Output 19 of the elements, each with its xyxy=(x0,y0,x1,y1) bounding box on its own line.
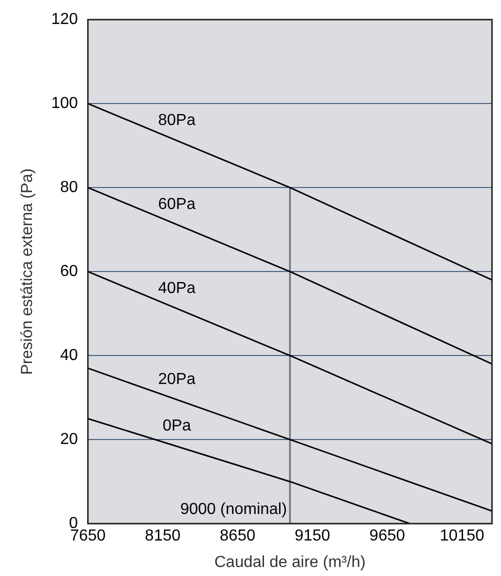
y-tick-label: 100 xyxy=(51,95,78,112)
series-label: 80Pa xyxy=(158,112,196,129)
y-tick-label: 60 xyxy=(60,263,78,280)
series-label: 40Pa xyxy=(158,280,196,297)
x-tick-label: 8650 xyxy=(220,528,256,545)
x-tick-label: 10150 xyxy=(440,528,484,545)
x-tick-label: 8150 xyxy=(144,528,181,545)
y-tick-label: 20 xyxy=(60,431,78,448)
y-tick-label: 80 xyxy=(60,179,78,196)
y-axis-title: Presión estática externa (Pa) xyxy=(19,168,36,375)
series-label: 0Pa xyxy=(162,418,192,435)
series-label: 20Pa xyxy=(158,371,196,388)
series-label: 60Pa xyxy=(158,196,196,213)
y-tick-label: 40 xyxy=(60,347,78,364)
x-axis-title: Caudal de aire (m³/h) xyxy=(214,554,366,571)
series-label: 9000 (nominal) xyxy=(180,501,287,518)
x-tick-label: 9650 xyxy=(369,528,406,545)
y-tick-label: 120 xyxy=(51,11,78,28)
x-tick-label: 9150 xyxy=(294,528,330,545)
